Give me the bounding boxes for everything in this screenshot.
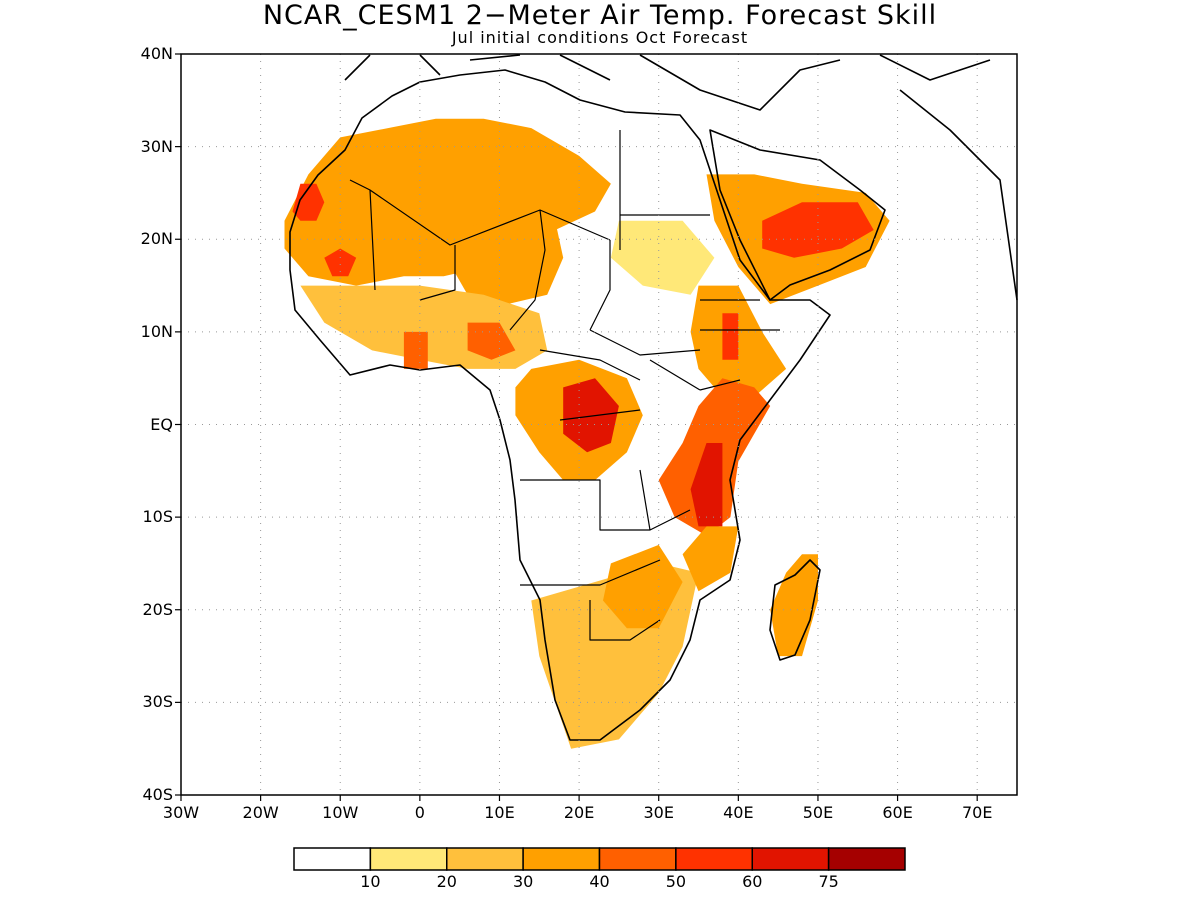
lat-label: 20S: [142, 599, 173, 619]
lon-label: 60E: [882, 803, 913, 822]
lon-label: 40E: [723, 803, 754, 822]
colorbar-swatch: [446, 847, 524, 871]
colorbar-label: 30: [512, 872, 534, 891]
skill-region-tanzania-core: [690, 443, 723, 527]
axis-ticks: [175, 53, 978, 801]
arabia-coastline: [709, 129, 886, 301]
lon-label: 20W: [242, 803, 279, 822]
lat-label: EQ: [150, 414, 173, 434]
lon-label: 30W: [162, 803, 200, 822]
lon-label: 10E: [484, 803, 515, 822]
lat-label: 20N: [140, 229, 173, 249]
lon-label: 10W: [322, 803, 359, 822]
colorbar-label: 10: [360, 872, 381, 891]
colorbar-label: 75: [818, 872, 839, 891]
lon-label: 20E: [563, 803, 595, 822]
africa-coastline: [289, 69, 831, 741]
skill-regions: [284, 118, 890, 749]
skill-region-mozambique: [682, 526, 739, 592]
colorbar-label: 50: [665, 872, 687, 891]
lat-label: 10S: [142, 507, 173, 527]
coastlines: [289, 54, 1018, 741]
skill-region-ethiopia-core: [722, 313, 739, 360]
skill-region-sahara-west: [284, 118, 611, 286]
lon-label: 70E: [961, 803, 993, 822]
madagascar-coastline: [769, 559, 821, 661]
colorbar-label: 40: [589, 872, 610, 891]
skill-region-ghana-core: [403, 331, 428, 369]
colorbar-swatch: [598, 847, 677, 871]
lon-label: 50E: [802, 803, 834, 822]
skill-region-arabia-core: [762, 202, 874, 258]
skill-region-sahel-central: [451, 211, 564, 305]
lat-label: 30N: [140, 136, 173, 156]
colorbar-swatch: [827, 847, 906, 871]
lat-label: 10N: [140, 321, 173, 341]
skill-region-mali-core: [324, 248, 357, 277]
colorbar-label: 20: [436, 872, 457, 891]
lat-label: 30S: [142, 692, 173, 712]
skill-region-egypt-sudan: [610, 220, 715, 295]
lon-label: 0: [414, 803, 425, 822]
colorbar-label: 60: [742, 872, 763, 891]
europe-coastline: [344, 54, 1018, 301]
lat-label: 40N: [140, 44, 173, 63]
map-title: NCAR_CESM1 2−Meter Air Temp. Forecast Sk…: [262, 0, 938, 31]
colorbar-swatch: [293, 847, 372, 871]
skill-region-mauritania-core: [292, 183, 325, 221]
skill-region-congo-core: [563, 378, 619, 453]
country-borders: [349, 130, 780, 641]
skill-region-zambia-zimbabwe: [603, 544, 683, 629]
colorbar-swatch: [675, 847, 753, 871]
skill-region-madagascar: [770, 554, 818, 657]
lon-label: 30E: [643, 803, 674, 822]
colorbar-swatch: [522, 847, 601, 871]
colorbar-swatch: [369, 847, 448, 871]
map-subtitle: Jul initial conditions Oct Forecast: [451, 28, 749, 47]
colorbar: [293, 847, 906, 871]
lat-label: 40S: [142, 785, 173, 804]
colorbar-swatch: [751, 847, 830, 871]
